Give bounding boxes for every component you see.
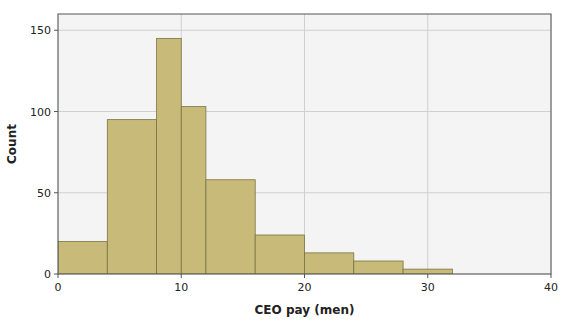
x-tick-label: 40	[544, 281, 558, 294]
y-tick-label: 150	[30, 24, 51, 37]
x-axis-label: CEO pay (men)	[255, 303, 355, 317]
plot-frame	[58, 14, 551, 274]
x-tick	[427, 274, 428, 278]
histogram-bar	[354, 261, 403, 274]
histogram-bar	[255, 235, 304, 274]
grid	[58, 14, 551, 274]
y-tick-label: 50	[37, 187, 51, 200]
page: {"chart_data": {"type": "histogram", "bi…	[0, 0, 567, 326]
y-tick-label: 100	[30, 106, 51, 119]
y-tick-label: 0	[44, 268, 51, 281]
x-grid-line	[427, 14, 428, 274]
y-tick	[54, 274, 58, 275]
x-tick	[181, 274, 182, 278]
chart-svg: 0 10 20 30 40 0 50 100 150 CEO pay (men) Count	[0, 0, 567, 326]
bars	[58, 38, 452, 274]
x-tick-label: 30	[421, 281, 435, 294]
histogram-bar	[181, 107, 206, 274]
histogram-bar	[305, 253, 354, 274]
y-axis: 0 50 100 150	[30, 24, 58, 281]
histogram-bar	[107, 120, 156, 274]
x-tick	[304, 274, 305, 278]
x-axis: 0 10 20 30 40	[55, 274, 559, 294]
x-tick-label: 20	[298, 281, 312, 294]
y-tick	[54, 192, 58, 193]
y-tick	[54, 30, 58, 31]
histogram-bar	[157, 38, 182, 274]
histogram-bar	[403, 269, 452, 274]
x-tick	[58, 274, 59, 278]
x-tick-label: 10	[174, 281, 188, 294]
plot-background	[58, 14, 551, 274]
x-tick	[551, 274, 552, 278]
x-tick-label: 0	[55, 281, 62, 294]
y-tick	[54, 111, 58, 112]
histogram-bar	[58, 242, 107, 275]
histogram-bar	[206, 180, 255, 274]
chart-container: 0 10 20 30 40 0 50 100 150 CEO pay (men) Count	[0, 0, 567, 326]
y-axis-label: Count	[5, 124, 19, 164]
